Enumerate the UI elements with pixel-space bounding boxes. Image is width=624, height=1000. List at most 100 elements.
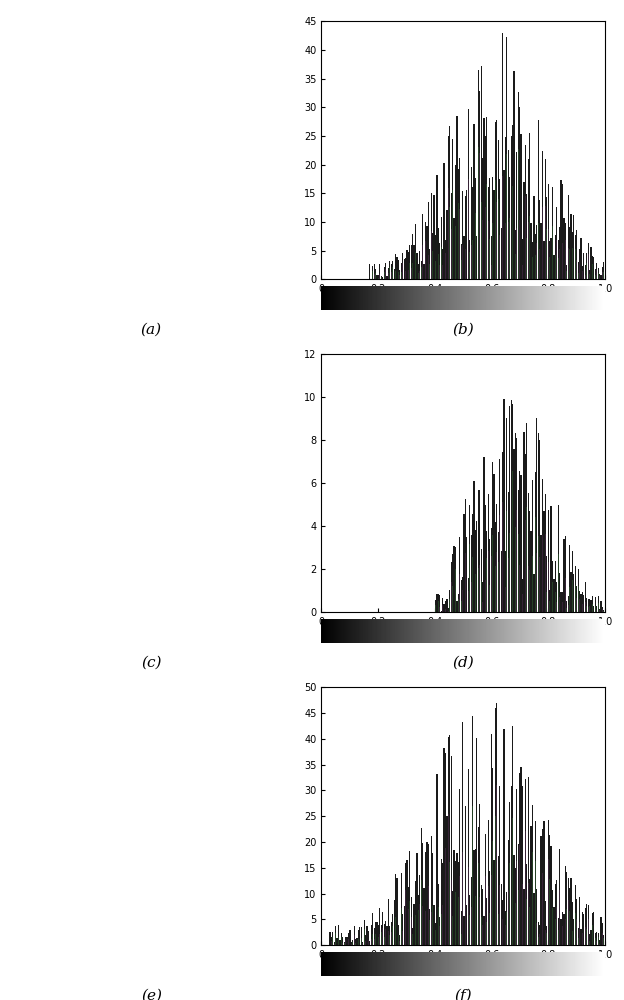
Bar — [593, 269, 594, 279]
Bar — [382, 277, 383, 279]
Bar — [593, 609, 594, 612]
Bar — [541, 911, 542, 945]
Bar — [576, 230, 577, 279]
Bar — [468, 109, 469, 279]
Bar — [461, 911, 462, 945]
Bar — [432, 906, 433, 945]
Bar — [436, 175, 437, 279]
Bar — [445, 609, 446, 612]
Bar — [572, 551, 573, 612]
Bar — [465, 196, 466, 279]
Bar — [573, 919, 575, 945]
Bar — [485, 207, 486, 279]
Bar — [596, 606, 597, 612]
Bar — [415, 915, 416, 945]
Bar — [542, 151, 543, 279]
Text: (c): (c) — [141, 656, 162, 670]
Bar — [472, 557, 473, 612]
Bar — [435, 930, 436, 945]
Bar — [568, 195, 569, 279]
Bar — [585, 265, 586, 279]
Bar — [378, 278, 379, 279]
Bar — [425, 222, 426, 279]
Bar — [492, 535, 493, 612]
Text: (e): (e) — [141, 989, 162, 1000]
Bar — [415, 252, 416, 279]
Bar — [458, 862, 459, 945]
Bar — [540, 836, 542, 945]
Bar — [379, 908, 381, 945]
Bar — [502, 452, 503, 612]
Bar — [595, 269, 596, 279]
Bar — [566, 265, 567, 279]
Bar — [428, 886, 429, 945]
Bar — [329, 932, 331, 945]
Bar — [470, 535, 472, 612]
Bar — [514, 71, 515, 279]
Bar — [530, 531, 532, 612]
Bar — [451, 756, 452, 945]
Bar — [508, 558, 509, 612]
Bar — [552, 226, 553, 279]
Bar — [579, 897, 580, 945]
Bar — [595, 597, 596, 612]
Bar — [488, 221, 489, 279]
Bar — [492, 768, 493, 945]
Bar — [525, 831, 526, 945]
Bar — [495, 816, 496, 945]
Bar — [369, 941, 371, 945]
Bar — [462, 577, 463, 612]
Bar — [562, 592, 563, 612]
Bar — [478, 147, 479, 279]
Bar — [434, 905, 435, 945]
Bar — [402, 931, 403, 945]
Bar — [522, 265, 523, 279]
Bar — [435, 261, 436, 279]
Bar — [391, 932, 392, 945]
Bar — [599, 609, 600, 612]
Bar — [422, 843, 423, 945]
Bar — [521, 212, 522, 279]
Bar — [389, 935, 390, 945]
Bar — [528, 777, 529, 945]
Bar — [438, 254, 439, 279]
Bar — [538, 937, 539, 945]
Bar — [357, 941, 358, 945]
Bar — [534, 574, 535, 612]
Bar — [525, 145, 526, 279]
Bar — [438, 907, 439, 945]
Bar — [539, 934, 540, 945]
Bar — [495, 180, 496, 279]
Bar — [352, 940, 353, 945]
Bar — [603, 935, 605, 945]
Bar — [448, 608, 449, 612]
Bar — [539, 440, 540, 612]
Bar — [452, 139, 453, 279]
Bar — [459, 876, 460, 945]
Bar — [569, 587, 570, 612]
Bar — [603, 262, 605, 279]
Bar — [470, 877, 472, 945]
Bar — [536, 418, 537, 612]
Bar — [472, 514, 473, 612]
Bar — [509, 177, 510, 279]
Bar — [505, 137, 506, 279]
Bar — [545, 159, 546, 279]
Bar — [438, 594, 439, 612]
Bar — [583, 595, 585, 612]
Bar — [486, 898, 487, 945]
Bar — [496, 120, 497, 279]
Bar — [558, 240, 559, 279]
Bar — [475, 530, 476, 612]
Bar — [563, 539, 565, 612]
Bar — [482, 889, 483, 945]
Bar — [579, 599, 580, 612]
Bar — [459, 209, 460, 279]
Bar — [464, 236, 465, 279]
Bar — [402, 914, 403, 945]
Bar — [376, 275, 378, 279]
Bar — [359, 936, 360, 945]
Bar — [465, 890, 466, 945]
Bar — [573, 595, 574, 612]
Bar — [436, 594, 437, 612]
